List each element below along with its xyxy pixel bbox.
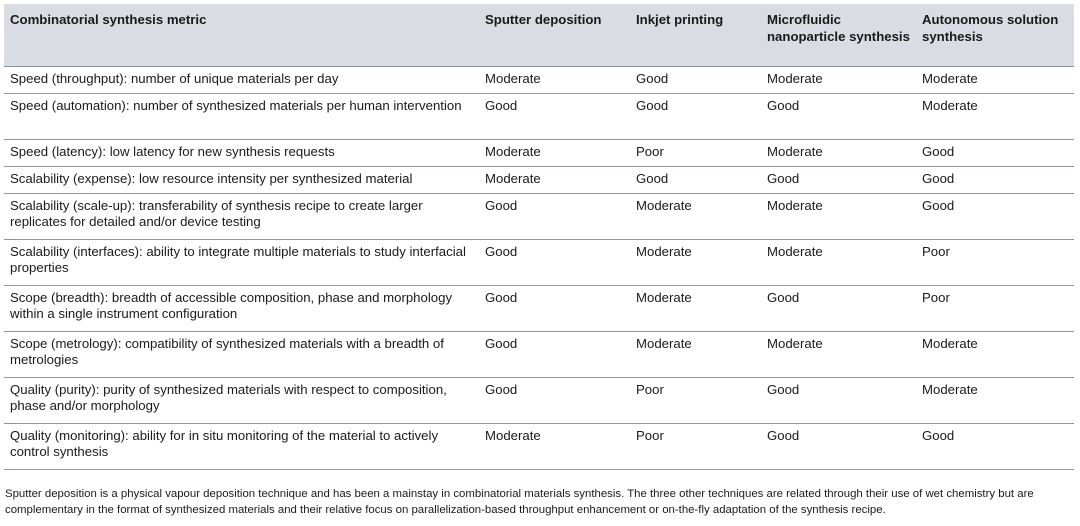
rating-cell: Moderate bbox=[916, 65, 1074, 93]
table-row: Speed (automation): number of synthesize… bbox=[4, 92, 1074, 139]
table-row: Scalability (interfaces): ability to int… bbox=[4, 238, 1074, 285]
rating-cell: Good bbox=[916, 165, 1074, 193]
rating-cell: Poor bbox=[916, 284, 1074, 331]
header-sputter-deposition: Sputter deposition bbox=[485, 12, 602, 27]
rating-cell: Poor bbox=[630, 422, 761, 470]
rating-cell: Good bbox=[479, 92, 630, 139]
rating-cell: Moderate bbox=[479, 422, 630, 470]
synthesis-comparison-table: Combinatorial synthesis metric Sputter d… bbox=[4, 4, 1074, 470]
table-row: Speed (latency): low latency for new syn… bbox=[4, 138, 1074, 166]
rating-cell: Good bbox=[630, 65, 761, 93]
rating-cell: Good bbox=[479, 192, 630, 239]
rating-cell: Moderate bbox=[479, 65, 630, 93]
rating-cell: Good bbox=[761, 165, 916, 193]
rating-cell: Moderate bbox=[630, 238, 761, 285]
rating-cell: Good bbox=[916, 422, 1074, 470]
header-autonomous-solution-synthesis: Autonomous solution synthesis bbox=[922, 12, 1059, 44]
rating-cell: Poor bbox=[630, 376, 761, 423]
header-inkjet-printing: Inkjet printing bbox=[636, 12, 724, 27]
table-row: Speed (throughput): number of unique mat… bbox=[4, 65, 1074, 93]
rating-cell: Moderate bbox=[761, 138, 916, 166]
rating-cell: Poor bbox=[916, 238, 1074, 285]
metric-cell: Speed (latency): low latency for new syn… bbox=[4, 138, 479, 166]
header-metric: Combinatorial synthesis metric bbox=[10, 12, 207, 27]
rating-cell: Moderate bbox=[761, 238, 916, 285]
rating-cell: Moderate bbox=[761, 65, 916, 93]
rating-cell: Good bbox=[761, 92, 916, 139]
table-row: Quality (purity): purity of synthesized … bbox=[4, 376, 1074, 423]
metric-cell: Speed (automation): number of synthesize… bbox=[4, 92, 479, 139]
table-footnote: Sputter deposition is a physical vapour … bbox=[5, 488, 1034, 517]
metric-cell: Scalability (scale-up): transferability … bbox=[4, 192, 479, 239]
metric-cell: Quality (purity): purity of synthesized … bbox=[4, 376, 479, 423]
rating-cell: Good bbox=[479, 238, 630, 285]
rating-cell: Moderate bbox=[761, 192, 916, 239]
table-row: Scalability (scale-up): transferability … bbox=[4, 192, 1074, 239]
rating-cell: Moderate bbox=[761, 330, 916, 377]
metric-cell: Scope (breadth): breadth of accessible c… bbox=[4, 284, 479, 331]
rating-cell: Moderate bbox=[916, 330, 1074, 377]
rating-cell: Good bbox=[479, 284, 630, 331]
metric-cell: Scope (metrology): compatibility of synt… bbox=[4, 330, 479, 377]
rating-cell: Good bbox=[916, 138, 1074, 166]
table-row: Quality (monitoring): ability for in sit… bbox=[4, 422, 1074, 470]
table-row: Scope (breadth): breadth of accessible c… bbox=[4, 284, 1074, 331]
rating-cell: Moderate bbox=[479, 165, 630, 193]
table-row: Scalability (expense): low resource inte… bbox=[4, 165, 1074, 193]
rating-cell: Moderate bbox=[630, 192, 761, 239]
table-row: Scope (metrology): compatibility of synt… bbox=[4, 330, 1074, 377]
metric-cell: Scalability (expense): low resource inte… bbox=[4, 165, 479, 193]
rating-cell: Moderate bbox=[479, 138, 630, 166]
rating-cell: Good bbox=[761, 376, 916, 423]
rating-cell: Good bbox=[479, 330, 630, 377]
rating-cell: Poor bbox=[630, 138, 761, 166]
rating-cell: Good bbox=[916, 192, 1074, 239]
rating-cell: Good bbox=[479, 376, 630, 423]
rating-cell: Good bbox=[630, 165, 761, 193]
rating-cell: Moderate bbox=[630, 330, 761, 377]
header-microfluidic-synthesis: Microfluidic nanoparticle synthesis bbox=[767, 12, 910, 44]
rating-cell: Moderate bbox=[630, 284, 761, 331]
rating-cell: Moderate bbox=[916, 376, 1074, 423]
rating-cell: Good bbox=[630, 92, 761, 139]
table-header-row: Combinatorial synthesis metric Sputter d… bbox=[4, 4, 1074, 66]
metric-cell: Speed (throughput): number of unique mat… bbox=[4, 65, 479, 93]
rating-cell: Good bbox=[761, 284, 916, 331]
rating-cell: Good bbox=[761, 422, 916, 470]
metric-cell: Scalability (interfaces): ability to int… bbox=[4, 238, 479, 285]
rating-cell: Moderate bbox=[916, 92, 1074, 139]
comparison-table-container: Combinatorial synthesis metric Sputter d… bbox=[4, 4, 1074, 470]
metric-cell: Quality (monitoring): ability for in sit… bbox=[4, 422, 479, 470]
